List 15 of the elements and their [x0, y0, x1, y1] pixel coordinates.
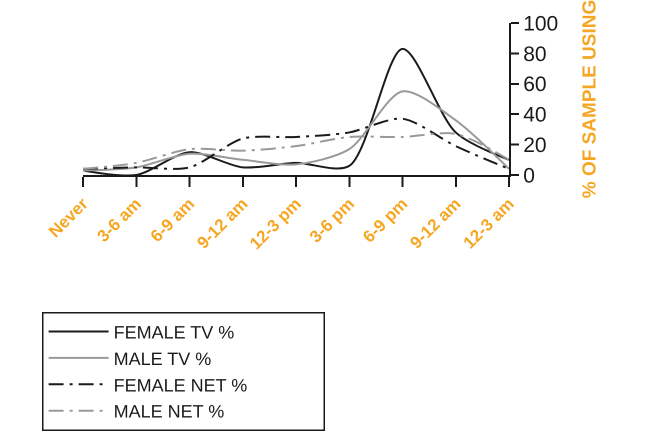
y-tick-label: 40	[523, 104, 547, 127]
x-tick-label: 6-9 pm	[359, 194, 412, 246]
x-tick-label: 6-9 am	[146, 194, 198, 246]
x-tick-label: 3-6 am	[94, 194, 146, 246]
y-tick-label: 0	[523, 164, 535, 188]
y-tick-label: 20	[523, 134, 547, 157]
y-axis-title: % OF SAMPLE USING	[580, 0, 601, 198]
y-tick-label: 60	[523, 73, 547, 96]
y-tick-label: 100	[523, 12, 558, 36]
x-tick-label: 3-6 pm	[306, 194, 358, 246]
legend-label: FEMALE NET %	[114, 375, 248, 396]
legend-label: MALE NET %	[114, 402, 224, 422]
y-tick-label: 80	[523, 42, 547, 66]
legend-label: MALE TV %	[114, 348, 212, 369]
legend-label: FEMALE TV %	[114, 322, 234, 343]
